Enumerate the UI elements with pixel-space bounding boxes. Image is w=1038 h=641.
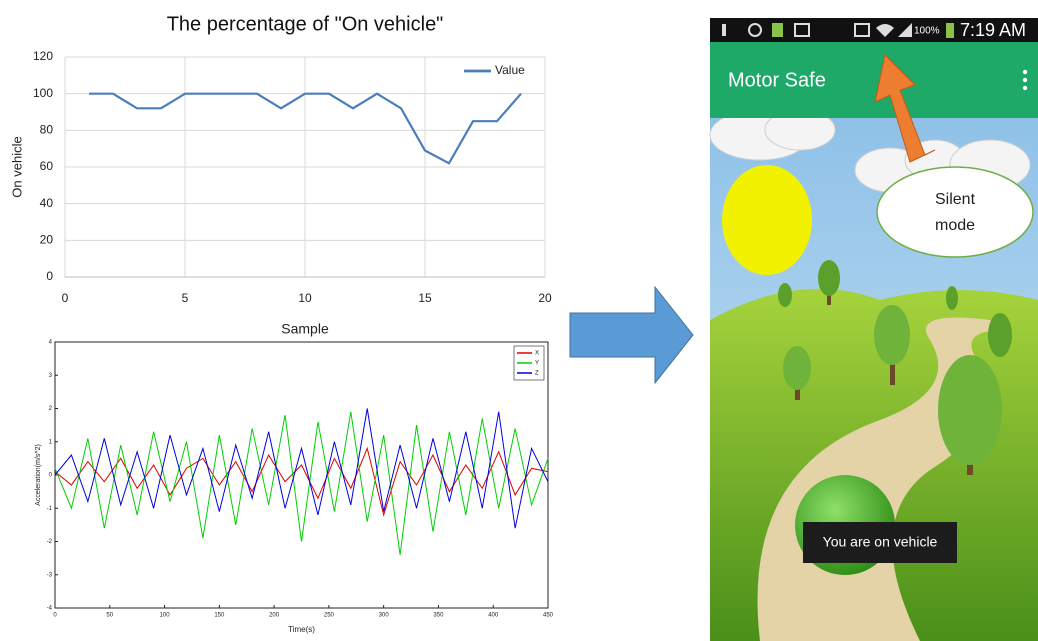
x-tick-label: 200 (269, 613, 280, 619)
y-tick-label: 20 (40, 233, 54, 247)
overflow-menu[interactable] (1023, 70, 1027, 90)
y-tick-label: 60 (40, 159, 54, 173)
battery-level: 100% (914, 26, 940, 37)
x-tick-label: 0 (62, 291, 69, 305)
x-tick-label: 150 (214, 613, 225, 619)
x-tick-label: 50 (106, 613, 113, 619)
chart: -4 -3 -2 -1 0 1 2 3 4 0 50 100 150 200 250 300 350 400 450… (35, 340, 554, 635)
y-axis-label: On vehicle (9, 136, 24, 197)
y-axis-label: Acceleration(m/s^2) (35, 444, 42, 506)
y-tick-label: -3 (47, 572, 53, 578)
legend-label: Value (495, 63, 525, 77)
toast-text: You are on vehicle (823, 534, 938, 550)
y-tick-label: 2 (49, 406, 53, 412)
chart-title: The percentage of "On vehicle" (167, 13, 444, 35)
x-tick-label: 300 (379, 613, 390, 619)
x-tick-label: 450 (543, 613, 554, 619)
legend-label: X (535, 351, 539, 357)
app-title: Motor Safe (728, 69, 826, 91)
x-tick-label: 350 (433, 613, 444, 619)
x-tick-label: 100 (160, 613, 171, 619)
y-tick-label: 120 (33, 49, 53, 63)
clock: 7:19 AM (960, 20, 1026, 40)
legend-label: Y (535, 361, 539, 367)
x-tick-label: 15 (418, 291, 432, 305)
y-tick-label: 4 (49, 340, 53, 346)
figure: You are on vehicle Motor Safe 100% 7:19 … (0, 0, 1038, 641)
sun (722, 165, 812, 275)
chart: The percentage of "On vehicle" 0 20 40 60 80 1… (9, 13, 552, 336)
callout-text: Silent (935, 191, 976, 208)
callout-bubble (877, 167, 1033, 257)
y-tick-label: 40 (40, 196, 54, 210)
y-tick-label: -2 (47, 539, 53, 545)
y-tick-label: 80 (40, 123, 54, 137)
x-axis-label: Sample (281, 321, 329, 337)
x-axis-label: Time(s) (288, 625, 315, 634)
legend-label: Z (535, 371, 539, 377)
x-tick-label: 20 (538, 291, 552, 305)
x-tick-label: 400 (488, 613, 499, 619)
y-tick-label: 3 (49, 373, 53, 379)
x-tick-label: 0 (53, 613, 57, 619)
y-tick-label: -1 (47, 506, 53, 512)
y-tick-label: -4 (47, 606, 53, 612)
x-tick-label: 10 (298, 291, 312, 305)
transition-arrow (570, 287, 693, 383)
callout-text: mode (935, 217, 975, 234)
x-tick-label: 5 (182, 291, 189, 305)
x-tick-label: 250 (324, 613, 335, 619)
y-tick-label: 100 (33, 86, 53, 100)
y-tick-label: 0 (46, 269, 53, 283)
y-tick-label: 0 (49, 473, 53, 479)
phone-screen: You are on vehicle Motor Safe 100% 7:19 … (710, 18, 1038, 641)
y-tick-label: 1 (49, 439, 53, 445)
plot-frame (55, 342, 548, 608)
